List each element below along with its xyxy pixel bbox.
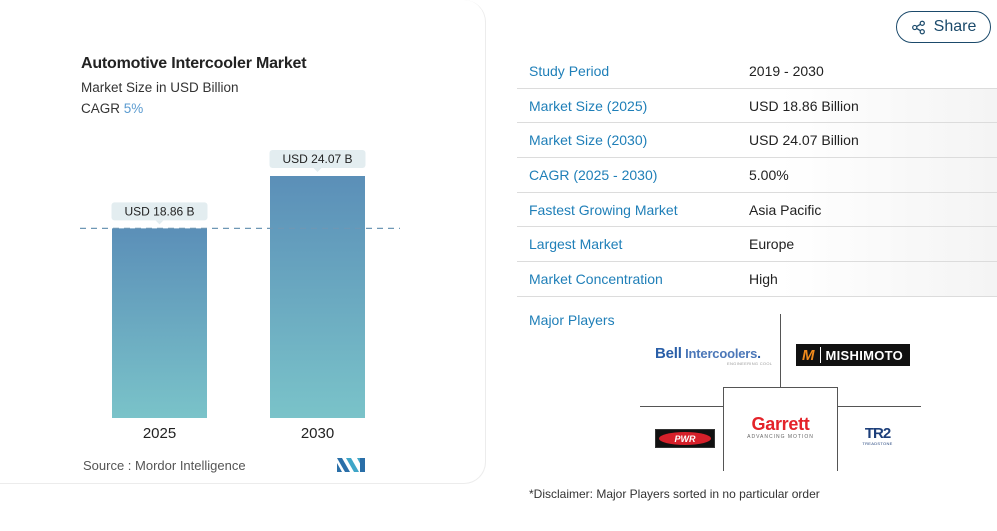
fact-label: Market Size (2030) [529,132,648,149]
x-tick-label: 2025 [143,425,176,442]
share-button[interactable]: Share [896,11,991,43]
fact-row-largest-market: Largest Market Europe [517,227,997,263]
chart-card: Automotive Intercooler Market Market Siz… [0,0,486,484]
players-grid-divider [780,314,781,387]
major-players-label: Major Players [529,312,615,328]
data-label-2030: USD 24.07 B [269,150,366,172]
bell-intercoolers-logo: Bell Intercoolers. ENGINEERING COOL [655,344,773,366]
mordor-intelligence-logo [337,458,365,472]
cagr-label: CAGR [81,101,121,116]
fact-label: Study Period [529,62,610,79]
fact-row-market-size-2030: Market Size (2030) USD 24.07 Billion [517,123,997,159]
fact-value: 5.00% [749,166,789,183]
chart-title: Automotive Intercooler Market [81,55,307,72]
fact-value: Europe [749,236,795,253]
share-label: Share [933,18,977,35]
fact-value: USD 24.07 Billion [749,132,859,149]
fact-label: Largest Market [529,236,623,253]
disclaimer-text: *Disclaimer: Major Players sorted in no … [529,487,820,501]
chart-subtitle: Market Size in USD Billion [81,80,239,95]
share-icon [911,20,925,34]
market-facts-table: Study Period 2019 - 2030 Market Size (20… [517,54,997,297]
fact-label: Market Size (2025) [529,97,648,114]
fact-row-market-size-2025: Market Size (2025) USD 18.86 Billion [517,88,997,124]
fact-value: USD 18.86 Billion [749,97,859,114]
players-center-box [723,387,838,471]
fact-row-study-period: Study Period 2019 - 2030 [517,54,997,89]
pwr-logo: PWR [655,429,715,448]
svg-text:USD 24.07 B: USD 24.07 B [282,152,352,166]
players-grid-divider [640,406,723,407]
cagr-value: 5% [123,101,144,116]
fact-value: 2019 - 2030 [749,62,824,79]
players-grid-divider [838,406,921,407]
fact-label: CAGR (2025 - 2030) [529,166,658,183]
fact-value: High [749,270,778,287]
data-label-2025: USD 18.86 B [111,202,208,225]
source-text: Source : Mordor Intelligence [83,458,246,473]
x-tick-label: 2030 [301,425,334,442]
svg-text:USD 18.86 B: USD 18.86 B [124,204,194,218]
fact-label: Fastest Growing Market [529,201,678,218]
fact-row-market-concentration: Market Concentration High [517,262,997,297]
mishimoto-logo: M MISHIMOTO [796,344,910,366]
chart-cagr: CAGR 5% [81,101,143,116]
fact-value: Asia Pacific [749,201,822,218]
treadstone-logo: TR2 TREADSTONE [862,425,893,446]
bar-2025 [112,228,207,418]
bar-2030 [270,176,365,418]
fact-label: Market Concentration [529,270,663,287]
bar-chart: USD 18.86 B USD 24.07 B 2025 2030 [80,150,400,442]
fact-row-fastest-growing-market: Fastest Growing Market Asia Pacific [517,192,997,228]
garrett-logo: Garrett ADVANCING MOTION [747,414,814,440]
fact-row-cagr: CAGR (2025 - 2030) 5.00% [517,158,997,193]
